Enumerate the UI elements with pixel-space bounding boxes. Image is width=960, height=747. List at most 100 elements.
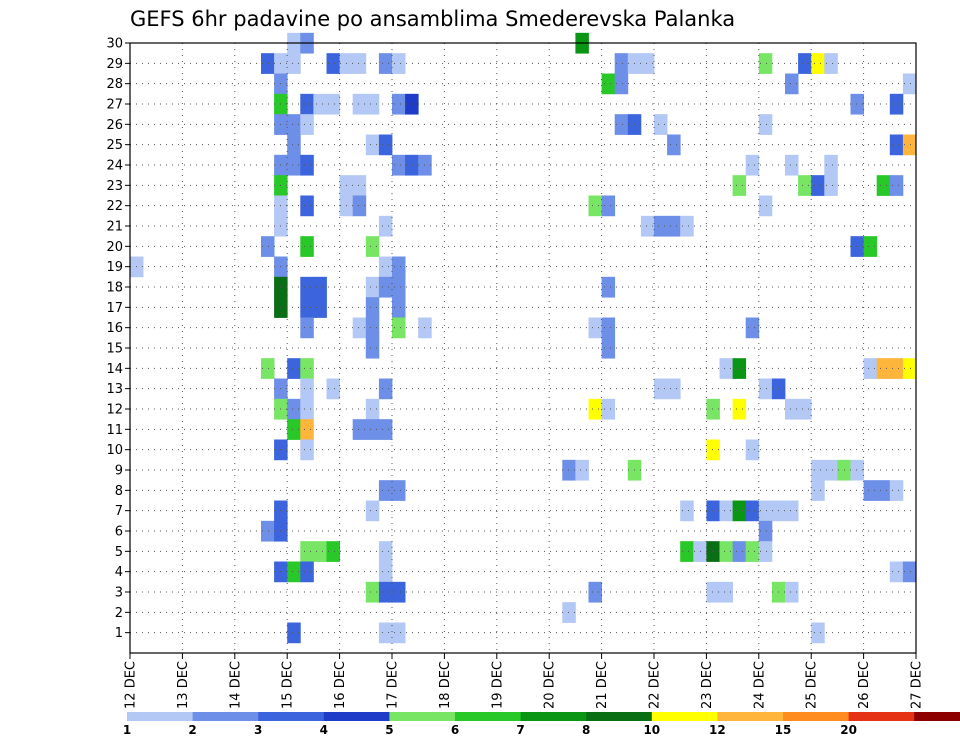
- y-tick-label: 5: [115, 545, 123, 560]
- heatmap-cell: [876, 358, 891, 379]
- heatmap-cell: [850, 236, 864, 257]
- colorbar-swatch: [258, 712, 325, 721]
- heatmap-cell: [287, 419, 301, 440]
- heatmap-cell: [719, 500, 733, 522]
- colorbar-swatch: [717, 712, 784, 721]
- heatmap-cell: [562, 459, 576, 481]
- y-tick-label: 8: [115, 484, 123, 499]
- y-tick-label: 4: [115, 565, 123, 580]
- colorbar-swatch: [520, 712, 587, 721]
- heatmap-cell: [392, 53, 406, 74]
- heatmap-cell: [392, 317, 406, 339]
- heatmap-cell: [300, 195, 314, 217]
- colorbar-label: 5: [385, 723, 393, 737]
- heatmap-cell: [811, 622, 825, 644]
- y-tick-label: 18: [106, 281, 123, 296]
- heatmap-cell: [706, 541, 720, 562]
- heatmap-cell: [863, 358, 878, 379]
- heatmap-cell: [287, 134, 301, 156]
- y-tick-label: 25: [106, 138, 123, 153]
- y-tick-label: 10: [106, 443, 123, 458]
- heatmap-cell: [758, 520, 773, 542]
- heatmap-cell: [614, 114, 629, 135]
- heatmap-cell: [863, 480, 878, 501]
- heatmap-cell: [732, 175, 747, 196]
- heatmap-cell: [575, 459, 589, 481]
- colorbar-swatch: [848, 712, 915, 721]
- heatmap-cell: [588, 398, 602, 420]
- heatmap-cell: [601, 317, 616, 339]
- heatmap-cell: [745, 439, 760, 461]
- heatmap-cell: [300, 419, 314, 440]
- heatmap-cell: [732, 500, 747, 522]
- chart-title: GEFS 6hr padavine po ansamblima Smederev…: [130, 7, 735, 31]
- heatmap-cell: [745, 154, 760, 176]
- heatmap-cell: [902, 561, 917, 583]
- heatmap-cell: [352, 53, 367, 74]
- heatmap-cell: [313, 93, 327, 115]
- colorbar-label: 20: [840, 723, 857, 737]
- heatmap-cell: [287, 622, 301, 644]
- heatmap-cell: [378, 541, 393, 562]
- y-tick-label: 12: [106, 403, 123, 418]
- heatmap-cell: [392, 93, 406, 115]
- heatmap-cell: [667, 378, 681, 400]
- colorbar-swatch: [914, 712, 960, 721]
- heatmap-cell: [601, 73, 616, 95]
- colorbar-swatch: [651, 712, 718, 721]
- heatmap-cell: [562, 602, 576, 623]
- y-tick-label: 16: [106, 321, 123, 336]
- heatmap-cell: [392, 480, 406, 501]
- heatmap-cell: [706, 500, 720, 522]
- heatmap-cell: [889, 358, 904, 379]
- y-tick-label: 26: [106, 118, 123, 133]
- y-tick-label: 13: [106, 382, 123, 397]
- y-tick-label: 11: [106, 423, 123, 438]
- x-tick-label: 27 DEC: [910, 661, 925, 709]
- heatmap-cell: [365, 297, 380, 318]
- heatmap-cell: [667, 134, 681, 156]
- heatmap-cell: [352, 317, 367, 339]
- heatmap-cell: [300, 93, 314, 115]
- heatmap-cell: [811, 480, 825, 501]
- heatmap-cell: [706, 439, 720, 461]
- x-tick-label: 24 DEC: [752, 661, 767, 709]
- heatmap-cell: [863, 236, 878, 257]
- heatmap-cell: [313, 276, 327, 298]
- colorbar-label: 1: [123, 723, 131, 737]
- heatmap-cell: [601, 195, 616, 217]
- x-tick-label: 26 DEC: [857, 661, 872, 709]
- heatmap-cell: [287, 114, 301, 135]
- heatmap-cell: [614, 73, 629, 95]
- y-tick-label: 17: [106, 301, 123, 316]
- heatmap-cell: [326, 541, 340, 562]
- y-tick-label: 20: [106, 240, 123, 255]
- x-tick-label: 14 DEC: [228, 661, 243, 709]
- heatmap-cell: [300, 154, 314, 176]
- x-tick-label: 23 DEC: [700, 661, 715, 709]
- colorbar-label: 7: [516, 723, 524, 737]
- heatmap-cell: [313, 297, 327, 318]
- x-tick-label: 18 DEC: [438, 661, 453, 709]
- y-tick-label: 3: [115, 586, 123, 601]
- colorbar-swatch: [127, 712, 194, 721]
- heatmap-cell: [352, 93, 367, 115]
- heatmap-cell: [667, 215, 681, 237]
- plot-frame: [129, 42, 917, 654]
- x-tick-label: 25 DEC: [805, 661, 820, 709]
- heatmap-cell: [785, 154, 799, 176]
- heatmap-cell: [745, 541, 760, 562]
- heatmap-cell: [365, 93, 380, 115]
- heatmap-cell: [680, 500, 694, 522]
- colorbar-label: 6: [451, 723, 459, 737]
- y-tick-label: 28: [106, 77, 123, 92]
- heatmap-cell: [365, 398, 380, 420]
- colorbar-label: 10: [643, 723, 660, 737]
- heatmap-cell: [378, 581, 393, 603]
- x-tick-label: 12 DEC: [124, 661, 139, 709]
- heatmap-cell: [889, 561, 904, 583]
- heatmap-cell: [588, 317, 602, 339]
- heatmap-cell: [261, 358, 275, 379]
- heatmap-cell: [798, 175, 812, 196]
